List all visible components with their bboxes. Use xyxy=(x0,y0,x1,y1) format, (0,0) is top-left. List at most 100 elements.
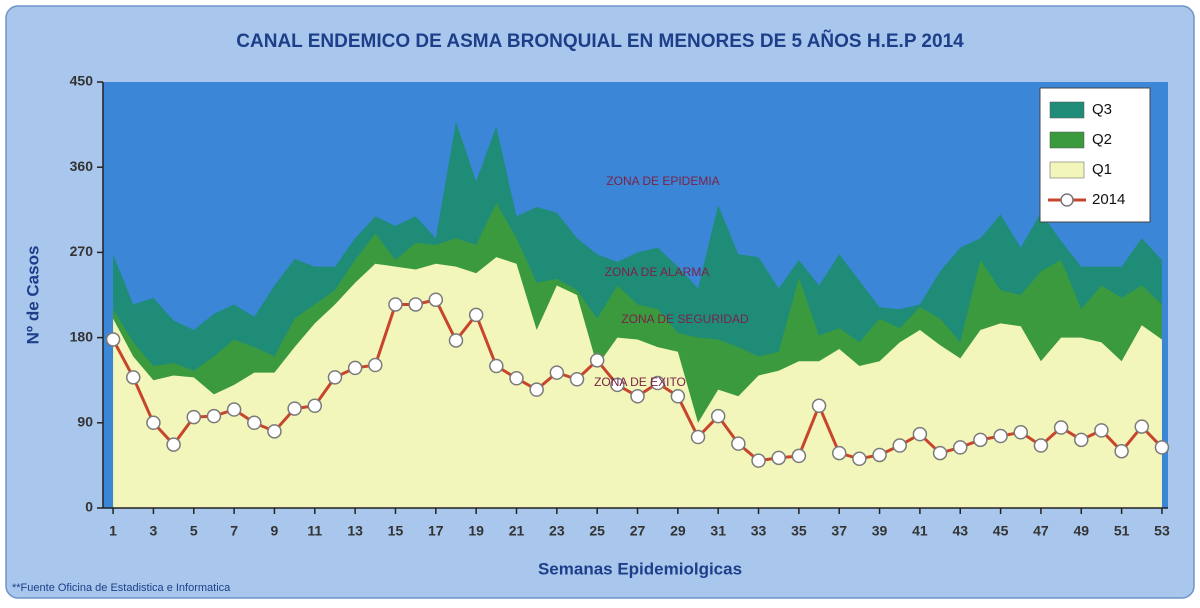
point xyxy=(428,292,444,307)
point xyxy=(1094,423,1109,438)
point xyxy=(226,402,242,417)
point xyxy=(549,365,565,380)
point xyxy=(388,297,403,312)
x-tick-label: 53 xyxy=(1154,523,1170,539)
point xyxy=(912,426,928,442)
point xyxy=(327,370,343,385)
legend-swatch xyxy=(1049,131,1085,149)
point xyxy=(368,357,383,373)
annotation: ZONA DE ALARMA xyxy=(605,265,710,279)
y-tick-label: 360 xyxy=(70,158,94,174)
footnote: **Fuente Oficina de Estadistica e Inform… xyxy=(12,582,231,594)
legend-label: Q1 xyxy=(1092,161,1112,178)
x-tick-label: 29 xyxy=(670,523,686,539)
point xyxy=(710,408,726,424)
point xyxy=(610,377,625,393)
y-tick-label: 270 xyxy=(70,243,94,259)
point xyxy=(146,415,161,431)
x-tick-label: 11 xyxy=(307,523,322,539)
point xyxy=(267,424,282,439)
y-tick-label: 0 xyxy=(85,499,93,515)
point xyxy=(932,445,948,461)
point xyxy=(1114,443,1129,459)
point xyxy=(751,453,766,468)
point xyxy=(892,438,907,453)
x-tick-label: 13 xyxy=(347,523,363,539)
point xyxy=(489,358,504,374)
x-axis-title: Semanas Epidemiolgicas xyxy=(538,559,742,578)
point xyxy=(569,372,585,387)
point xyxy=(771,450,786,466)
x-tick-label: 17 xyxy=(428,523,444,539)
point xyxy=(186,409,202,425)
y-tick-label: 450 xyxy=(70,73,94,89)
point xyxy=(1053,420,1069,435)
point xyxy=(1033,438,1049,453)
legend-label: Q3 xyxy=(1092,101,1112,118)
x-tick-label: 9 xyxy=(271,523,279,539)
point xyxy=(731,436,746,451)
point xyxy=(1134,419,1150,434)
point xyxy=(287,401,302,416)
x-tick-label: 47 xyxy=(1033,523,1049,539)
point xyxy=(448,333,464,348)
x-tick-label: 51 xyxy=(1114,523,1130,539)
point xyxy=(811,398,827,414)
annotation: ZONA DE EXITO xyxy=(594,375,686,389)
annotation: ZONA DE EPIDEMIA xyxy=(606,174,719,188)
x-tick-label: 7 xyxy=(230,523,238,539)
x-tick-label: 25 xyxy=(589,523,605,539)
x-tick-label: 15 xyxy=(388,523,404,539)
x-tick-label: 33 xyxy=(751,523,767,539)
point xyxy=(408,297,423,312)
point xyxy=(690,429,706,445)
point xyxy=(468,307,484,323)
x-tick-label: 21 xyxy=(509,523,525,539)
point xyxy=(791,448,807,464)
point xyxy=(509,371,524,386)
y-axis-title: Nº de Casos xyxy=(23,246,42,345)
point xyxy=(589,353,605,368)
x-tick-label: 23 xyxy=(549,523,565,539)
point xyxy=(1154,440,1170,455)
x-tick-label: 3 xyxy=(150,523,158,539)
point xyxy=(852,451,867,467)
y-tick-label: 180 xyxy=(70,328,94,344)
point xyxy=(952,440,968,455)
point xyxy=(247,415,262,431)
x-tick-label: 5 xyxy=(190,523,198,539)
point xyxy=(831,445,847,461)
point xyxy=(1074,432,1089,448)
legend-label: Q2 xyxy=(1092,131,1112,148)
point xyxy=(347,360,363,376)
x-tick-label: 1 xyxy=(109,523,117,539)
x-tick-label: 43 xyxy=(952,523,968,539)
legend-label: 2014 xyxy=(1092,191,1125,208)
point xyxy=(872,447,887,463)
x-tick-label: 49 xyxy=(1073,523,1089,539)
x-tick-label: 39 xyxy=(872,523,888,539)
x-tick-label: 45 xyxy=(993,523,1009,539)
annotation: ZONA DE SEGURIDAD xyxy=(621,312,749,326)
y-tick-label: 90 xyxy=(77,414,93,430)
chart-title: CANAL ENDEMICO DE ASMA BRONQUIAL EN MENO… xyxy=(236,30,964,52)
point xyxy=(307,398,323,414)
point xyxy=(206,408,222,424)
point xyxy=(650,375,665,391)
point xyxy=(973,432,988,448)
point xyxy=(993,428,1008,444)
legend-swatch xyxy=(1049,161,1085,179)
point xyxy=(1013,425,1029,440)
point xyxy=(166,437,181,452)
point xyxy=(529,382,544,397)
x-tick-label: 35 xyxy=(791,523,807,539)
point xyxy=(630,389,645,404)
point xyxy=(126,370,141,385)
x-tick-label: 37 xyxy=(831,523,847,539)
point xyxy=(105,332,121,347)
x-tick-label: 41 xyxy=(912,523,928,539)
legend-swatch xyxy=(1060,193,1074,207)
point xyxy=(670,389,686,404)
x-tick-label: 27 xyxy=(630,523,646,539)
